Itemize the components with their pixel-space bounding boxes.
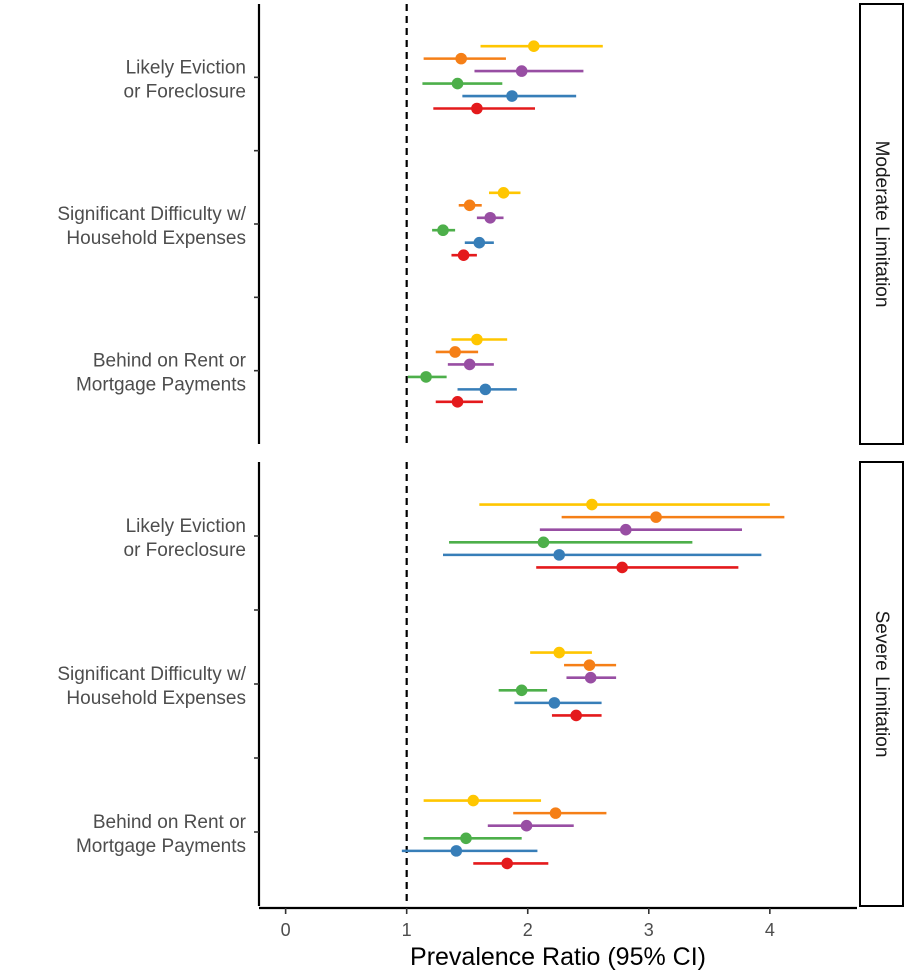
point-estimate (463, 199, 476, 212)
point-estimate (515, 65, 528, 77)
point-estimate (584, 671, 597, 684)
point-estimate (460, 832, 472, 845)
category-label-line: Likely Eviction (126, 516, 246, 537)
category-label-line: Mortgage Payments (76, 375, 246, 396)
category-label-line: Significant Difficulty w/ (57, 204, 246, 225)
point-estimate (467, 794, 480, 807)
category-label-line: Household Expenses (66, 688, 246, 709)
category-label: Likely Eviction or Foreclosure (124, 516, 247, 561)
x-tick-label: 3 (644, 920, 654, 940)
point-estimate (450, 845, 463, 857)
group: Significant Difficulty w/Household Expen… (57, 187, 521, 261)
category-label: Behind on Rent or Mortgage Payments (76, 351, 247, 396)
point-estimate (484, 211, 497, 224)
point-estimate (506, 90, 518, 102)
facet-strip: Severe Limitation (859, 461, 904, 907)
point-estimate (420, 371, 432, 383)
x-axis: 0 1 2 3 4 (259, 906, 857, 940)
group: Likely Eviction or Foreclosure (124, 40, 603, 115)
panel-severe: Likely Eviction or Foreclosure Significant… (57, 461, 904, 907)
panels-layer: Likely Eviction or Foreclosure Significant… (57, 3, 904, 907)
category-label: Behind on Rent or Mortgage Payments (76, 812, 247, 857)
category-label: Significant Difficulty w/Household Expen… (57, 664, 246, 709)
point-estimate (473, 236, 486, 249)
group: Likely Eviction or Foreclosure (124, 498, 785, 574)
facet-strip-label: Moderate Limitation (871, 141, 892, 308)
point-estimate (479, 383, 492, 396)
point-estimate (457, 249, 470, 261)
category-label: Likely Eviction or Foreclosure (124, 57, 247, 102)
point-estimate (616, 561, 628, 574)
category-label-line: or Foreclosure (124, 540, 247, 561)
category-label-line: Likely Eviction (126, 57, 246, 78)
x-axis-title: Prevalence Ratio (95% CI) (410, 943, 706, 971)
x-tick-label: 0 (281, 920, 291, 940)
point-estimate (548, 697, 561, 709)
point-estimate (527, 40, 540, 52)
point-estimate (549, 807, 562, 819)
point-estimate (437, 224, 449, 237)
point-estimate (619, 523, 632, 536)
category-label-line: Significant Difficulty w/ (57, 664, 246, 685)
point-estimate (451, 77, 464, 90)
x-tick-label: 1 (402, 920, 412, 940)
point-estimate (501, 857, 513, 870)
category-label-line: Household Expenses (66, 228, 246, 249)
point-estimate (471, 102, 483, 115)
category-label-line: Behind on Rent or (93, 351, 247, 372)
group: Significant Difficulty w/Household Expen… (57, 646, 617, 722)
point-estimate (583, 659, 596, 671)
point-estimate (497, 187, 510, 199)
point-estimate (537, 536, 550, 549)
point-estimate (455, 52, 467, 65)
point-estimate (515, 684, 528, 697)
category-label-line: Mortgage Payments (76, 836, 246, 857)
x-tick-label: 4 (765, 920, 775, 940)
point-estimate (449, 346, 461, 358)
facet-strip-box (859, 3, 904, 445)
point-estimate (471, 333, 483, 346)
point-estimate (553, 646, 566, 659)
panel-moderate: Likely Eviction or Foreclosure Significant… (57, 3, 904, 445)
facet-strip-label: Severe Limitation (871, 611, 892, 758)
point-estimate (570, 709, 582, 722)
category-label-line: Behind on Rent or (93, 812, 247, 833)
facet-strip: Moderate Limitation (859, 3, 904, 445)
group: Behind on Rent or Mortgage Payments (76, 794, 607, 870)
category-label: Significant Difficulty w/Household Expen… (57, 204, 246, 249)
point-estimate (463, 358, 476, 371)
x-tick-label: 2 (523, 920, 533, 940)
point-estimate (586, 498, 598, 511)
point-estimate (650, 511, 662, 523)
point-estimate (451, 396, 464, 408)
facet-strip-box (859, 461, 904, 907)
point-estimate (520, 819, 533, 832)
category-label-line: or Foreclosure (124, 81, 247, 102)
group: Behind on Rent or Mortgage Payments (76, 333, 517, 408)
point-estimate (553, 549, 566, 561)
